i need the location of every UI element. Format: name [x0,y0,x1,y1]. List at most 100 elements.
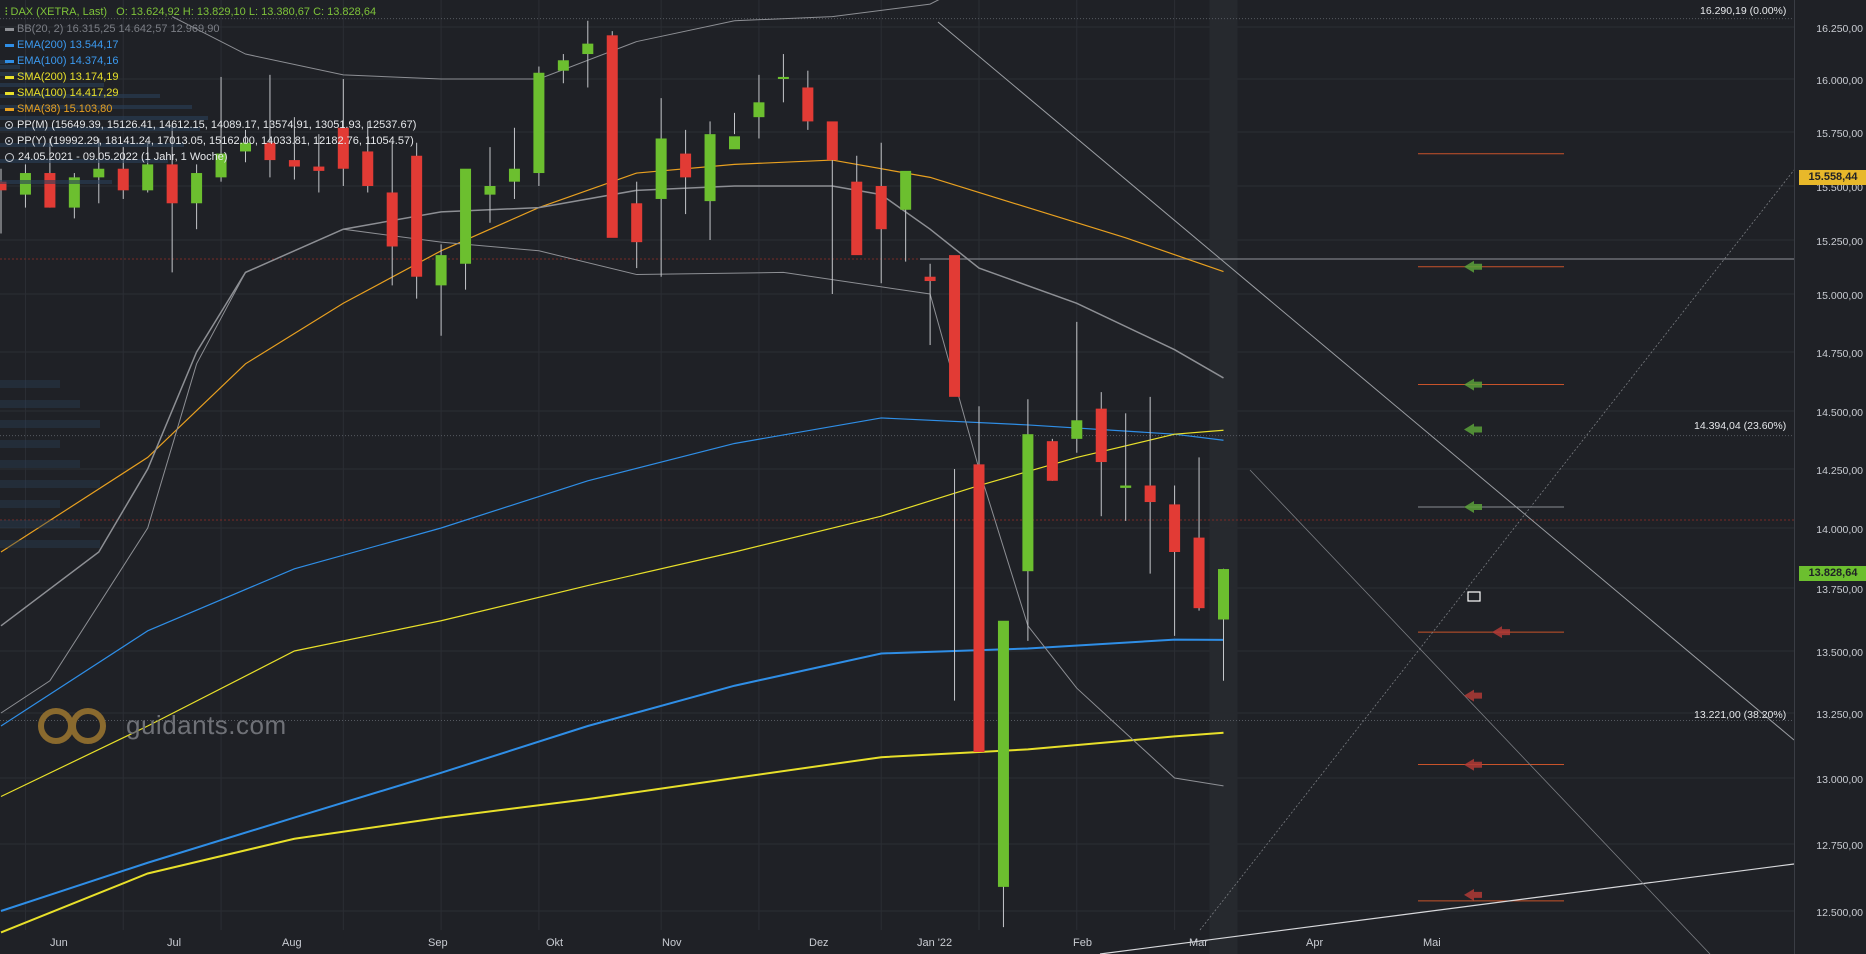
candle-down [1193,537,1205,609]
sma200-line [0,731,1224,934]
volume-profile-bar [0,400,80,408]
legend-sma200-text: SMA(200) 13.174,19 [17,71,119,83]
candle-up [533,72,545,174]
sma38-price-tag: 15.558,44 [1799,170,1866,185]
clock-icon [5,152,14,162]
volume-profile-bar [0,440,60,448]
guidants-logo-icon [38,708,106,744]
volume-profile-bar [0,127,200,131]
candle-down [362,151,374,186]
legend-ppm[interactable]: PP(M) (15649.39, 15126.41, 14612.15, 140… [5,117,416,133]
volume-profile-bar [0,460,80,468]
price-tick: 14.750,00 [1816,348,1863,360]
candle-down [606,35,618,238]
month-label: Dez [809,937,829,949]
legend-title-row[interactable]: ⫶ DAX (XETRA, Last) O: 13.624,92 H: 13.82… [5,4,416,21]
volume-profile-bar [0,94,160,98]
candle-up [1218,569,1229,620]
price-tick: 14.000,00 [1816,524,1863,536]
legend-ppm-text: PP(M) (15649.39, 15126.41, 14612.15, 140… [17,119,417,131]
sma200-swatch [5,75,14,79]
chart-area[interactable]: guidants.com ⫶ DAX (XETRA, Last) O: 13.62… [0,0,1794,954]
pivot-arrow-icon [1464,423,1482,436]
month-label: Jan '22 [917,937,953,949]
legend-sma38-text: SMA(38) 15.103,80 [17,103,113,115]
price-axis[interactable]: 16.250,00 16.000,00 15.750,00 15.500,00 … [1794,0,1866,954]
candle-down [386,192,398,247]
candle-down [0,181,7,191]
candle-up [655,138,667,199]
month-label: Aug [282,937,302,949]
pivot-arrow-icon [1464,378,1482,391]
candle-down [1144,485,1156,503]
pivot-icon [5,137,13,146]
candle-up [191,173,203,204]
candle-down [313,166,325,171]
candle-up [508,168,520,182]
volume-profile-bar [0,83,104,87]
pivot-icon [5,121,13,130]
month-label: Mar [1189,937,1208,949]
price-tick: 15.000,00 [1816,290,1863,302]
candle-up [68,177,80,208]
volume-profile-bar [0,540,100,548]
candle-down [166,164,178,204]
legend-sma200[interactable]: SMA(200) 13.174,19 [5,69,416,85]
legend-range[interactable]: 24.05.2021 - 09.05.2022 (1 Jahr, 1 Woche… [5,149,416,165]
month-label: Mai [1423,937,1441,949]
candle-up [557,60,569,71]
candle-down [924,276,936,282]
ema200-swatch [5,43,14,47]
price-tick: 15.500,00 [1816,182,1863,194]
candle-down [44,173,56,208]
volume-profile-bar [0,143,184,147]
candle-down [826,121,838,161]
candle-up [582,43,594,55]
candle-up [215,153,227,178]
last-price-tag: 13.828,64 [1799,566,1866,581]
candle-up [1071,420,1083,439]
candle-down [973,464,985,752]
candle-up [435,255,447,286]
price-tick: 13.750,00 [1816,584,1863,596]
candle-down [337,127,349,169]
legend-sma100[interactable]: SMA(100) 14.417,29 [5,85,416,101]
indicator-legend: ⫶ DAX (XETRA, Last) O: 13.624,92 H: 13.82… [5,4,416,165]
candle-down [411,155,423,277]
current-week-highlight [1209,0,1238,954]
month-label: Nov [662,937,682,949]
candle-down [1095,408,1107,463]
ema100-line [0,417,1224,727]
legend-sma38[interactable]: SMA(38) 15.103,80 [5,101,416,117]
fan-line [1199,169,1794,931]
candle-down [875,186,887,230]
pivot-arrow-icon [1464,260,1482,273]
pivot-arrow-icon [1492,626,1510,639]
volume-profile-bar [0,480,100,488]
legend-ppy[interactable]: PP(Y) (19992.29, 18141.24, 17013.05, 151… [5,133,416,149]
month-label: Jun [50,937,68,949]
candle-up [1022,434,1034,572]
legend-bb[interactable]: BB(20, 2) 16.315,25 14.642,57 12.969,90 [5,21,416,37]
legend-sma100-text: SMA(100) 14.417,29 [17,87,119,99]
price-tick: 16.250,00 [1816,23,1863,35]
candle-down [288,160,300,167]
price-tick: 16.000,00 [1816,75,1863,87]
candle-down [680,153,692,178]
cursor-icon [1467,591,1481,602]
legend-ema100[interactable]: EMA(100) 14.374,16 [5,53,416,69]
sma38-swatch [5,107,14,111]
candle-up [753,102,765,118]
candle-up [484,186,496,195]
fib-label-236: 14.394,04 (23.60%) [1694,420,1787,432]
trend-line-up [1099,863,1794,954]
pivot-arrow-icon [1464,758,1482,771]
legend-ema100-text: EMA(100) 14.374,16 [17,55,119,67]
candle-up [900,170,912,210]
sma38-line [0,159,1224,553]
month-label: Sep [428,937,448,949]
legend-ppy-text: PP(Y) (19992.29, 18141.24, 17013.05, 151… [17,135,414,147]
legend-range-text: 24.05.2021 - 09.05.2022 (1 Jahr, 1 Woche… [18,151,228,163]
price-chart[interactable] [0,0,1794,954]
legend-ema200[interactable]: EMA(200) 13.544,17 [5,37,416,53]
